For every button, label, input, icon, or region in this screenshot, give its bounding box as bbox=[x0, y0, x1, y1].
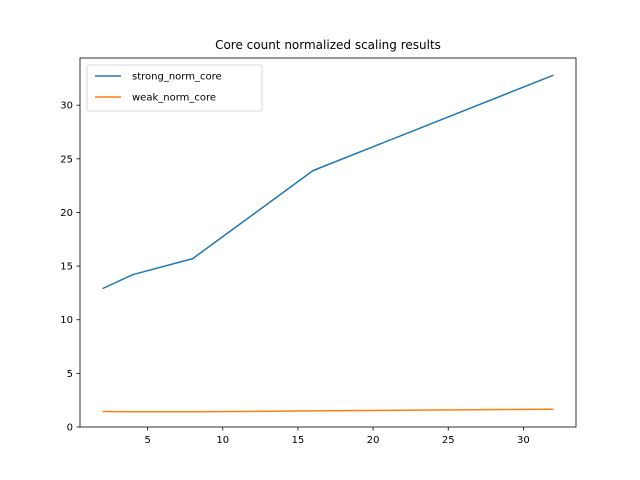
x-tick-label: 25 bbox=[442, 435, 455, 446]
legend: strong_norm_core weak_norm_core bbox=[86, 64, 263, 112]
y-tick-label: 15 bbox=[60, 262, 73, 273]
legend-label: strong_norm_core bbox=[132, 72, 222, 83]
series-line-weak-norm-core bbox=[102, 408, 554, 413]
x-tick-label: 30 bbox=[517, 435, 530, 446]
legend-box bbox=[86, 64, 263, 112]
series-lines bbox=[102, 74, 554, 413]
legend-label: weak_norm_core bbox=[132, 93, 216, 104]
x-tick-label: 15 bbox=[292, 435, 305, 446]
y-tick-label: 25 bbox=[60, 154, 73, 165]
y-tick-label: 10 bbox=[60, 315, 73, 326]
series-line-strong-norm-core bbox=[102, 74, 554, 290]
x-tick-label: 20 bbox=[367, 435, 380, 446]
x-axis: 5 10 15 20 25 30 bbox=[144, 427, 530, 446]
x-tick-label: 10 bbox=[216, 435, 229, 446]
y-tick-label: 0 bbox=[67, 423, 73, 434]
y-tick-label: 20 bbox=[60, 208, 73, 219]
y-axis: 0 5 10 15 20 25 30 bbox=[60, 101, 80, 434]
plot-area bbox=[79, 57, 577, 428]
x-tick-label: 5 bbox=[144, 435, 150, 446]
y-tick-label: 30 bbox=[60, 101, 73, 112]
y-tick-label: 5 bbox=[67, 369, 73, 380]
chart-title: Core count normalized scaling results bbox=[215, 38, 441, 52]
